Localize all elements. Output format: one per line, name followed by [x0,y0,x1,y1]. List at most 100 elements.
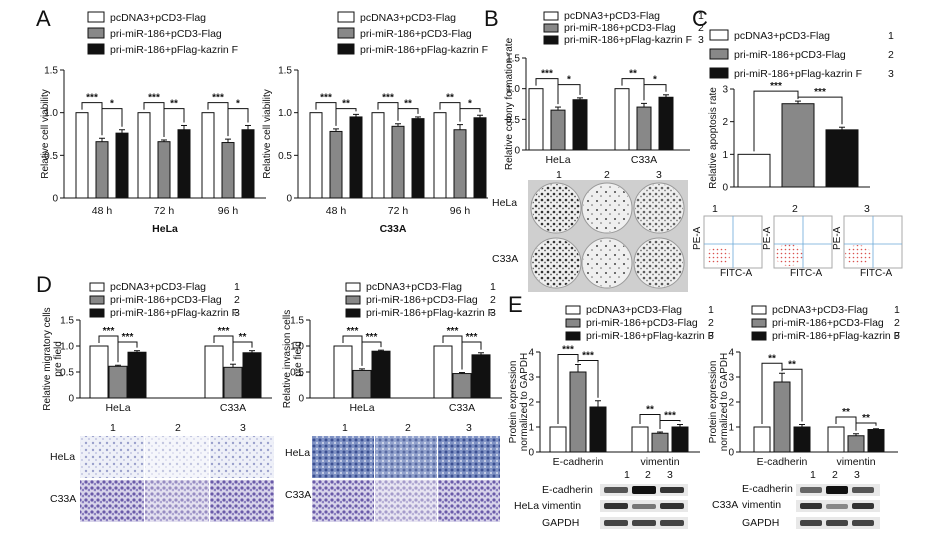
y-axis-label: pre field [53,341,64,377]
category-label: HeLa [349,402,374,414]
bar [433,112,447,199]
c-xaxis-3: FITC-A [860,268,893,279]
significance-label: *** [562,345,574,356]
legend-swatch [565,318,581,328]
d-mig-col-2: 2 [175,422,181,434]
bar [115,132,129,199]
significance-bracket [117,341,138,348]
significance-label: *** [582,351,594,362]
flow-cytometry-plots: 1 2 3 FITC-A FITC-A FITC-A PE-A PE-A PE-… [692,203,903,279]
bar [333,345,353,399]
e-hela-col-2: 2 [645,469,651,481]
legend-number: 3 [234,307,240,319]
blot-band [660,520,684,526]
significance-bracket [227,108,249,123]
legend-label: pri-miR-186+pFlag-kazrin F [110,307,238,319]
legend: pcDNA3+pCD3-Flag pri-miR-186+pCD3-Flag pri… [87,11,238,56]
significance-label: ** [342,99,350,110]
significance-bracket [397,108,419,114]
y-tick-label: 3 [722,85,728,96]
bar [204,345,224,399]
bar [157,141,171,199]
group-label: HeLa [152,223,178,235]
c-xaxis-2: FITC-A [790,268,823,279]
category-label: 48 h [326,205,347,217]
category-label: E-cadherin [553,456,604,468]
y-tick-label: 0.5 [506,115,520,126]
y-axis-label: Relative apoptosis rate [708,87,719,189]
legend-label: pcDNA3+pCD3-Flag [586,304,682,316]
y-tick-label: 0.5 [60,368,74,379]
invasion-image [375,436,437,478]
d-mig-row-c33a: C33A [50,493,76,505]
y-axis-label: Relative migratory cells [42,307,53,410]
category-label: E-cadherin [757,456,808,468]
e-c33a-col-3: 3 [854,469,860,481]
bar [371,350,391,399]
significance-bracket [659,420,681,423]
bar [569,371,587,453]
significance-bracket [361,341,382,348]
bar [793,426,811,453]
panel-label-a: A [36,6,51,31]
y-tick-label: 1.0 [290,342,304,353]
migration-image [80,480,144,522]
significance-bracket [797,96,843,125]
colony-dots [583,239,631,287]
chart-d-migration: 0 0.5 1.0 1.5 Relative migratory cells pre fi… [42,307,272,414]
blot-band [632,520,656,526]
legend-swatch [337,43,355,55]
bar [453,129,467,199]
significance-bracket [577,360,599,398]
legend-label: pri-miR-186+pFlag-kazrin F [564,34,692,46]
legend-swatch [543,23,559,33]
bar [636,106,652,151]
legend-number: 1 [888,30,894,42]
significance-bracket [335,108,357,112]
category-label: 96 h [218,205,239,217]
legend-number: 3 [490,307,496,319]
significance-label: ** [788,359,796,370]
significance-label: *** [218,326,230,337]
b-col-3: 3 [656,169,662,181]
d-inv-row-hela: HeLa [285,447,310,459]
legend-swatch [345,295,361,305]
bar [309,112,323,199]
d-mig-col-1: 1 [110,422,116,434]
legends: pcDNA3+pCD3-Flagpri-miR-186+pCD3-Flagpri… [87,10,900,342]
legend-swatch [543,11,559,21]
b-col-2: 2 [604,169,610,181]
legend-number: 2 [894,317,900,329]
legend-number: 1 [894,304,900,316]
blot-band [826,520,848,526]
y-tick-label: 1.0 [278,108,292,119]
y-tick-label: 1.0 [506,84,520,95]
flow-events [775,244,803,266]
y-axis-label: Protein expression [508,361,519,444]
significance-label: *** [103,326,115,337]
legend-swatch [543,35,559,45]
e-hela-col-1: 1 [624,469,630,481]
legend-number: 2 [490,294,496,306]
legend-number: 1 [708,304,714,316]
bar [89,345,109,399]
y-tick-label: 0 [722,183,728,194]
blot-band [826,504,848,509]
significance-label: *** [382,93,394,104]
significance-bracket [557,84,581,95]
blot-band [800,503,822,509]
significance-bracket [461,341,482,350]
significance-label: *** [148,93,160,104]
legend-label: pri-miR-186+pFlag-kazrin F [734,68,862,80]
legend-label: pri-miR-186+pFlag-kazrin F [586,330,714,342]
significance-label: ** [646,405,654,416]
d-inv-col-3: 3 [466,422,472,434]
y-tick-label: 0.5 [44,151,58,162]
y-tick-label: 3 [528,373,534,384]
